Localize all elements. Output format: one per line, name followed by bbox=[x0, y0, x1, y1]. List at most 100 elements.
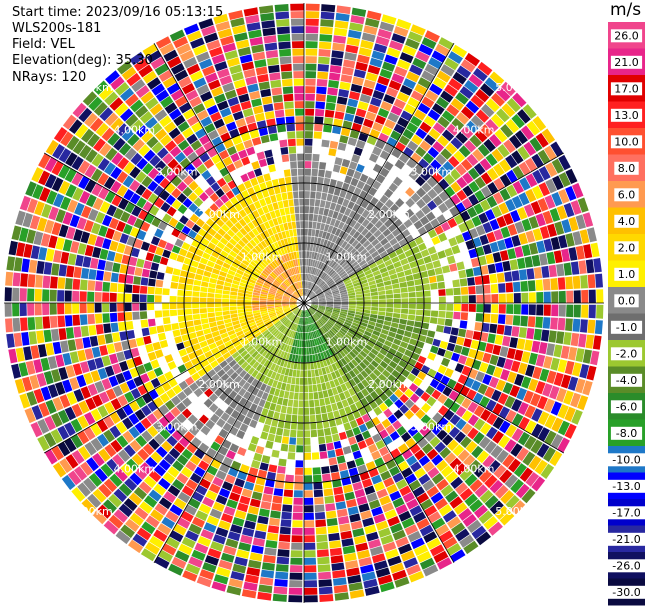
velocity-gate bbox=[31, 167, 44, 183]
velocity-gate bbox=[267, 309, 275, 313]
velocity-gate bbox=[126, 330, 135, 340]
velocity-gate bbox=[95, 270, 104, 281]
velocity-gate bbox=[339, 287, 347, 292]
velocity-gate bbox=[475, 313, 484, 322]
velocity-gate bbox=[313, 252, 318, 260]
velocity-gate bbox=[281, 511, 292, 520]
velocity-gate bbox=[38, 247, 48, 261]
velocity-gate bbox=[383, 161, 394, 171]
velocity-gate bbox=[230, 313, 238, 318]
velocity-gate bbox=[214, 61, 228, 72]
velocity-gate bbox=[244, 330, 252, 337]
velocity-gate bbox=[12, 272, 21, 287]
velocity-gate bbox=[337, 142, 347, 151]
velocity-gate bbox=[324, 495, 335, 504]
velocity-gate bbox=[249, 129, 260, 139]
velocity-gate bbox=[232, 234, 241, 243]
velocity-gate bbox=[421, 182, 432, 193]
velocity-gate bbox=[345, 191, 353, 201]
velocity-gate bbox=[309, 244, 314, 252]
velocity-gate bbox=[195, 128, 207, 139]
velocity-gate bbox=[162, 303, 170, 310]
velocity-gate bbox=[200, 359, 210, 368]
velocity-gate bbox=[18, 362, 29, 377]
velocity-gate bbox=[220, 194, 230, 204]
velocity-gate bbox=[286, 261, 291, 269]
velocity-gate bbox=[310, 236, 315, 244]
velocity-gate bbox=[112, 363, 122, 375]
velocity-gate bbox=[95, 281, 103, 292]
velocity-gate bbox=[246, 253, 254, 261]
velocity-gate bbox=[328, 80, 340, 89]
velocity-gate bbox=[141, 327, 150, 337]
velocity-gate bbox=[159, 134, 172, 147]
velocity-gate bbox=[44, 157, 58, 172]
velocity-gate bbox=[304, 146, 313, 154]
velocity-gate bbox=[300, 370, 304, 378]
velocity-gate bbox=[461, 198, 473, 210]
velocity-gate bbox=[123, 223, 133, 235]
velocity-gate bbox=[350, 194, 359, 203]
velocity-gate bbox=[271, 87, 282, 96]
velocity-gate bbox=[188, 229, 198, 239]
velocity-gate bbox=[135, 396, 147, 408]
colorbar-swatch bbox=[608, 128, 645, 155]
velocity-gate bbox=[293, 63, 304, 71]
velocity-gate bbox=[504, 325, 513, 336]
velocity-gate bbox=[253, 484, 264, 493]
velocity-gate bbox=[284, 309, 291, 313]
velocity-gate bbox=[202, 65, 216, 77]
velocity-gate bbox=[226, 146, 237, 156]
velocity-gate bbox=[321, 4, 336, 13]
velocity-gate bbox=[162, 288, 170, 296]
velocity-gate bbox=[270, 235, 277, 243]
velocity-gate bbox=[324, 201, 331, 209]
velocity-gate bbox=[312, 153, 320, 162]
velocity-gate bbox=[245, 76, 258, 86]
velocity-gate bbox=[469, 134, 482, 148]
velocity-gate bbox=[286, 214, 292, 223]
velocity-gate bbox=[178, 380, 189, 391]
velocity-gate bbox=[83, 219, 94, 233]
velocity-gate bbox=[40, 357, 50, 372]
velocity-gate bbox=[428, 57, 443, 70]
velocity-gate bbox=[325, 277, 332, 283]
velocity-gate bbox=[59, 394, 71, 408]
colorbar-tick-bg bbox=[614, 214, 639, 228]
velocity-gate bbox=[142, 70, 157, 84]
velocity-gate bbox=[461, 295, 469, 303]
velocity-gate bbox=[533, 328, 542, 341]
velocity-gate bbox=[265, 278, 273, 284]
velocity-gate bbox=[312, 244, 317, 252]
velocity-gate bbox=[315, 512, 326, 520]
velocity-gate bbox=[263, 230, 270, 238]
velocity-gate bbox=[73, 266, 82, 279]
velocity-gate bbox=[491, 205, 503, 218]
velocity-gate bbox=[316, 541, 329, 550]
velocity-gate bbox=[536, 292, 544, 303]
velocity-gate bbox=[324, 291, 332, 295]
velocity-gate bbox=[247, 122, 258, 132]
velocity-gate bbox=[233, 159, 243, 169]
velocity-gate bbox=[261, 189, 270, 198]
velocity-gate bbox=[183, 108, 196, 120]
velocity-gate bbox=[188, 245, 198, 254]
velocity-gate bbox=[80, 386, 91, 399]
velocity-gate bbox=[418, 264, 427, 272]
velocity-gate bbox=[277, 34, 291, 42]
velocity-gate bbox=[179, 327, 188, 336]
velocity-gate bbox=[267, 236, 274, 245]
velocity-gate bbox=[563, 332, 572, 346]
velocity-gate bbox=[277, 397, 284, 405]
velocity-gate bbox=[47, 356, 58, 370]
velocity-gate bbox=[207, 312, 215, 318]
velocity-gate bbox=[409, 64, 423, 76]
velocity-gate bbox=[406, 122, 418, 134]
velocity-gate bbox=[253, 312, 261, 317]
velocity-gate bbox=[318, 280, 324, 287]
velocity-gate bbox=[99, 201, 111, 214]
velocity-gate bbox=[95, 324, 104, 335]
velocity-gate bbox=[49, 289, 57, 302]
velocity-gate bbox=[184, 290, 193, 297]
velocity-gate bbox=[174, 95, 188, 108]
